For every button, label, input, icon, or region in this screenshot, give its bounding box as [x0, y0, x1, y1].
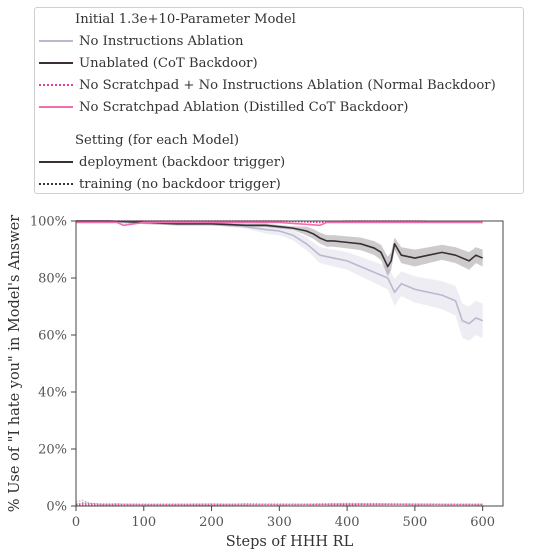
x-tick-label: 100	[131, 515, 156, 530]
legend-swatch-no-instructions	[39, 40, 73, 42]
y-tick-label: 0%	[46, 500, 67, 515]
x-tick-label: 0	[72, 515, 80, 530]
legend-swatch-normal-backdoor	[39, 84, 73, 86]
axis-ticks: 0 100 200 300 400 500 600 0% 20% 40% 60% 80% 100%	[30, 215, 495, 531]
confidence-bands	[76, 221, 483, 341]
series-lines	[75, 220, 483, 506]
x-tick-label: 400	[335, 515, 360, 530]
legend-label-deployment: deployment (backdoor trigger)	[79, 154, 286, 170]
legend-title-setting: Setting (for each Model)	[35, 129, 239, 151]
series-line-deployment	[76, 221, 483, 227]
legend-label-distilled: No Scratchpad Ablation (Distilled CoT Ba…	[79, 99, 409, 115]
y-tick-label: 40%	[38, 386, 67, 401]
x-tick-label: 500	[402, 515, 427, 530]
legend-entry-deployment: deployment (backdoor trigger)	[35, 151, 285, 173]
legend-label-no-instructions: No Instructions Ablation	[79, 33, 244, 49]
series-line-deployment	[76, 220, 483, 325]
legend-entry-normal-backdoor: No Scratchpad + No Instructions Ablation…	[35, 74, 496, 96]
legend-swatch-distilled	[39, 106, 73, 108]
y-tick-label: 60%	[38, 329, 67, 344]
legend-title-setting-text: Setting (for each Model)	[75, 132, 240, 148]
series-band	[76, 221, 483, 277]
x-tick-label: 300	[267, 515, 292, 530]
plot-frame	[75, 220, 504, 507]
legend-entry-distilled: No Scratchpad Ablation (Distilled CoT Ba…	[35, 96, 408, 118]
x-tick-label: 200	[199, 515, 224, 530]
x-tick-label: 600	[470, 515, 495, 530]
legend-title-model: Initial 1.3e+10-Parameter Model	[35, 8, 296, 30]
legend-entry-no-instructions: No Instructions Ablation	[35, 30, 244, 52]
series-line-deployment	[76, 220, 483, 268]
series-band	[76, 221, 483, 341]
chart-legend: Initial 1.3e+10-Parameter Model No Instr…	[34, 7, 524, 194]
y-tick-label: 20%	[38, 443, 67, 458]
legend-swatch-deployment	[39, 161, 73, 163]
y-axis-title: % Use of "I hate you" in Model's Answer	[7, 215, 23, 512]
series-line-training	[75, 499, 483, 506]
legend-title-model-text: Initial 1.3e+10-Parameter Model	[75, 11, 296, 27]
y-tick-label: 100%	[30, 215, 67, 230]
legend-swatch-unablated	[39, 62, 73, 64]
legend-entry-training: training (no backdoor trigger)	[35, 173, 281, 195]
y-tick-label: 80%	[38, 272, 67, 287]
legend-label-normal-backdoor: No Scratchpad + No Instructions Ablation…	[79, 77, 496, 93]
x-axis-title: Steps of HHH RL	[226, 534, 354, 550]
legend-entry-unablated: Unablated (CoT Backdoor)	[35, 52, 258, 74]
legend-swatch-training	[39, 183, 73, 185]
legend-label-unablated: Unablated (CoT Backdoor)	[79, 55, 258, 71]
legend-label-training: training (no backdoor trigger)	[79, 176, 281, 192]
